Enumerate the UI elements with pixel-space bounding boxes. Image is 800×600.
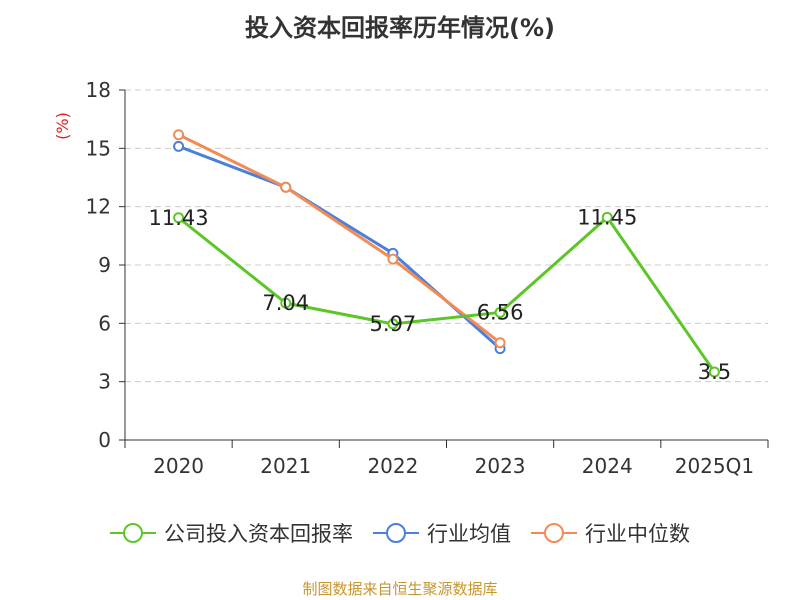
legend-item-industry-median[interactable]: 行业中位数 — [531, 518, 690, 548]
legend-label-company: 公司投入资本回报率 — [164, 522, 353, 546]
data-point-s1-2020[interactable] — [173, 140, 185, 152]
x-tick-label-2023: 2023 — [475, 454, 526, 478]
data-label-2025Q1: 3.5 — [698, 360, 731, 384]
x-tick-label-2024: 2024 — [582, 454, 633, 478]
data-point-s0-2020[interactable] — [173, 212, 185, 224]
y-axis-unit-label: (%) — [53, 112, 72, 140]
y-tick-label-0: 0 — [98, 428, 111, 452]
y-tick-label-12: 12 — [86, 195, 111, 219]
legend-marker-industry-median — [531, 523, 577, 543]
legend-label-industry-mean: 行业均值 — [427, 522, 511, 546]
data-point-s0-2021[interactable] — [280, 297, 292, 309]
y-tick-label-9: 9 — [98, 253, 111, 277]
x-tick-label-2021: 2021 — [260, 454, 311, 478]
y-tick-label-6: 6 — [98, 311, 111, 335]
series-line-0 — [177, 215, 716, 373]
y-tick-label-15: 15 — [86, 136, 111, 160]
legend-item-industry-mean[interactable]: 行业均值 — [373, 518, 511, 548]
data-point-s0-2024[interactable] — [601, 211, 613, 223]
legend: 公司投入资本回报率 行业均值 行业中位数 — [0, 518, 800, 548]
x-tick-label-2025Q1: 2025Q1 — [675, 454, 754, 478]
data-point-s2-2021[interactable] — [280, 181, 292, 193]
data-point-s2-2022[interactable] — [387, 253, 399, 265]
data-point-s2-2020[interactable] — [173, 129, 185, 141]
legend-marker-company — [110, 523, 156, 543]
chart-title: 投入资本回报率历年情况(%) — [245, 14, 555, 42]
series-line-2 — [177, 133, 502, 344]
y-tick-label-18: 18 — [86, 78, 111, 102]
data-point-s0-2022[interactable] — [387, 318, 399, 330]
data-point-s2-2023[interactable] — [494, 337, 506, 349]
data-label-2021: 7.04 — [262, 291, 309, 315]
legend-item-company[interactable]: 公司投入资本回报率 — [110, 518, 353, 548]
x-tick-label-2020: 2020 — [153, 454, 204, 478]
legend-marker-industry-mean — [373, 523, 419, 543]
data-label-2024: 11.45 — [577, 205, 637, 229]
data-point-s0-2023[interactable] — [494, 306, 506, 318]
x-tick-label-2022: 2022 — [367, 454, 418, 478]
y-tick-label-3: 3 — [98, 370, 111, 394]
data-label-2023: 6.56 — [477, 300, 524, 324]
data-point-s0-2025Q1[interactable] — [708, 366, 720, 378]
data-label-2020: 11.43 — [149, 206, 209, 230]
source-note: 制图数据来自恒生聚源数据库 — [302, 580, 498, 598]
legend-label-industry-median: 行业中位数 — [585, 522, 690, 546]
data-label-2022: 5.97 — [370, 312, 417, 336]
